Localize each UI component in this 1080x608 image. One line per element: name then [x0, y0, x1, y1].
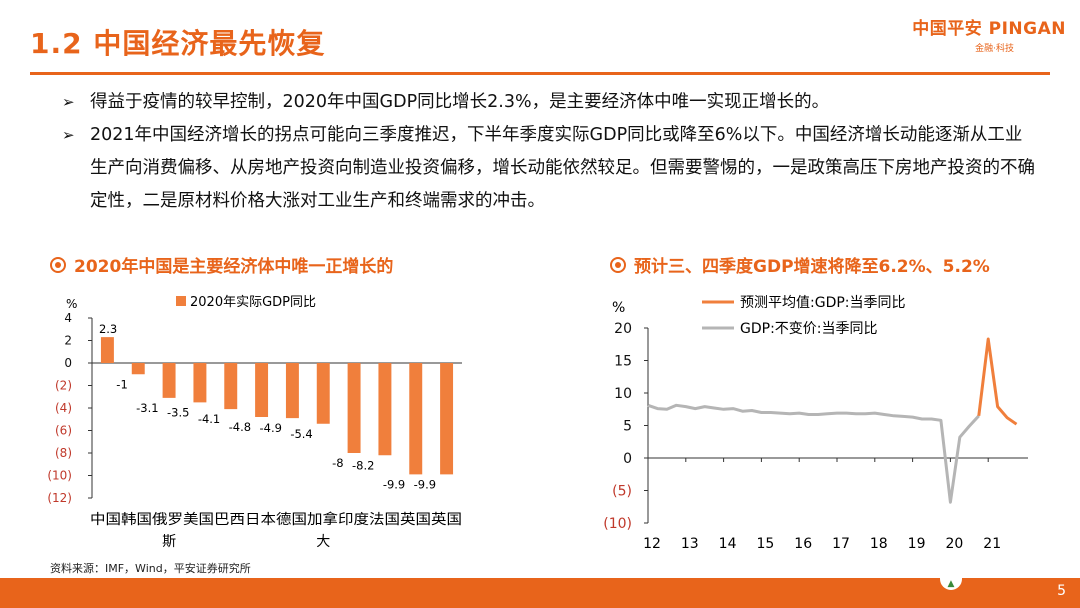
series-line — [647, 403, 980, 504]
x-tick-label: 16 — [794, 536, 812, 552]
y-unit-label: % — [612, 300, 625, 316]
series-line — [977, 337, 1018, 426]
x-tick-label: 19 — [908, 536, 926, 552]
footer-bar: ▲ 5 — [0, 578, 1080, 608]
pingan-small-logo-icon: ▲ — [940, 578, 962, 590]
y-tick-label: 2 — [64, 334, 72, 348]
page-title: 1.2 中国经济最先恢复 — [30, 27, 326, 60]
chart1-title: 2020年中国是主要经济体中唯一正增长的 — [50, 252, 393, 277]
y-tick-label: (12) — [47, 491, 72, 505]
bar — [378, 363, 392, 456]
target-icon — [610, 256, 626, 273]
x-tick-label: 18 — [870, 536, 888, 552]
x-tick-label: 13 — [681, 536, 699, 552]
bar — [285, 363, 299, 419]
bar — [347, 363, 361, 453]
y-tick-label: 0 — [623, 451, 632, 467]
bullet-text: 得益于疫情的较早控制，2020年中国GDP同比增长2.3%，是主要经济体中唯一实… — [90, 92, 830, 112]
bar-value-label: -9.9 — [383, 477, 405, 491]
y-tick-label: 10 — [614, 386, 632, 402]
gdp-line-chart: % 20 15 10 5 0 (5) (10) 12 13 14 15 16 17 18 19 20 21 预测平均… — [603, 295, 1028, 552]
bar — [409, 363, 423, 475]
x-tick-label: 14 — [719, 536, 737, 552]
legend-swatch — [176, 296, 186, 306]
bar-value-label: -9.9 — [414, 477, 436, 491]
bullet-text: 2021年中国经济增长的拐点可能向三季度推迟，下半年季度实际GDP同比或降至6%… — [90, 125, 1035, 211]
chart1-title-text: 2020年中国是主要经济体中唯一正增长的 — [74, 257, 394, 277]
target-icon — [50, 256, 66, 273]
x-tick-label: 20 — [945, 536, 963, 552]
bar-value-label: -5.4 — [290, 427, 312, 441]
bar-value-label: -1 — [116, 377, 127, 391]
y-tick-label: (10) — [603, 516, 632, 532]
legend-label: 预测平均值:GDP:当季同比 — [740, 295, 906, 311]
x-tick-label: 15 — [756, 536, 774, 552]
y-tick-label: (6) — [55, 424, 72, 438]
arrow-bullet-icon: ➢ — [62, 126, 75, 144]
bar-value-label: -3.5 — [167, 405, 189, 419]
y-tick-label: 0 — [64, 356, 72, 370]
legend-label: 2020年实际GDP同比 — [190, 295, 316, 310]
y-tick-label: 5 — [623, 419, 632, 435]
legend-label: GDP:不变价:当季同比 — [740, 321, 878, 337]
bullet-list: ➢ 得益于疫情的较早控制，2020年中国GDP同比增长2.3%，是主要经济体中唯… — [62, 86, 1037, 218]
chart2-title-text: 预计三、四季度GDP增速将降至6.2%、5.2% — [634, 257, 990, 277]
bar-value-label: -4.1 — [198, 412, 220, 426]
y-tick-label: (4) — [55, 401, 72, 415]
y-tick-label: (2) — [55, 379, 72, 393]
bar-value-label: -8 — [332, 456, 343, 470]
logo-tagline: 金融·科技 — [975, 44, 1014, 54]
brand-logo: 中国平安 PINGAN 金融·科技 — [912, 14, 1066, 54]
y-tick-label: (5) — [612, 484, 632, 500]
bar — [162, 363, 176, 398]
bar — [316, 363, 330, 424]
bar — [440, 363, 454, 475]
bullet-item: ➢ 得益于疫情的较早控制，2020年中国GDP同比增长2.3%，是主要经济体中唯… — [62, 86, 1037, 119]
x-tick-label: 17 — [832, 536, 850, 552]
y-tick-label: 15 — [614, 354, 632, 370]
y-tick-label: (8) — [55, 446, 72, 460]
chart2-title: 预计三、四季度GDP增速将降至6.2%、5.2% — [610, 252, 990, 277]
x-category-labels: 中国韩国俄罗美国巴西日本德国加拿印度法国英国英国 — [90, 511, 462, 528]
bullet-item: ➢ 2021年中国经济增长的拐点可能向三季度推迟，下半年季度实际GDP同比或降至… — [62, 119, 1037, 218]
source-note: 资料来源：IMF，Wind，平安证券研究所 — [50, 562, 251, 575]
logo-text: 中国平安 PINGAN — [912, 19, 1066, 39]
bar — [100, 337, 114, 363]
bar — [224, 363, 238, 410]
bar-value-label: -3.1 — [136, 401, 158, 415]
gdp-bar-chart: %4 2 0 (2) (4) (6) (8) (10) (12) 2020年实际GDP同比 2.3 -… — [47, 295, 462, 550]
y-unit-label: % — [66, 297, 77, 311]
y-tick-label: (10) — [47, 469, 72, 483]
bar-value-label: 2.3 — [99, 322, 117, 336]
bar — [255, 363, 269, 417]
x-category-label-wrap: 斯 — [162, 534, 176, 550]
bar — [131, 363, 145, 375]
page-number: 5 — [1057, 583, 1066, 599]
x-tick-label: 12 — [643, 536, 661, 552]
y-tick-label: 4 — [64, 311, 72, 325]
bar — [193, 363, 207, 403]
bar-value-label: -4.8 — [229, 420, 251, 434]
bar-value-label: -4.9 — [259, 421, 281, 435]
x-tick-label: 21 — [983, 536, 1001, 552]
bar-value-label: -8.2 — [352, 458, 374, 472]
y-tick-label: 20 — [614, 321, 632, 337]
title-divider — [30, 72, 1050, 75]
arrow-bullet-icon: ➢ — [62, 93, 75, 111]
x-category-label-wrap: 大 — [316, 534, 330, 550]
